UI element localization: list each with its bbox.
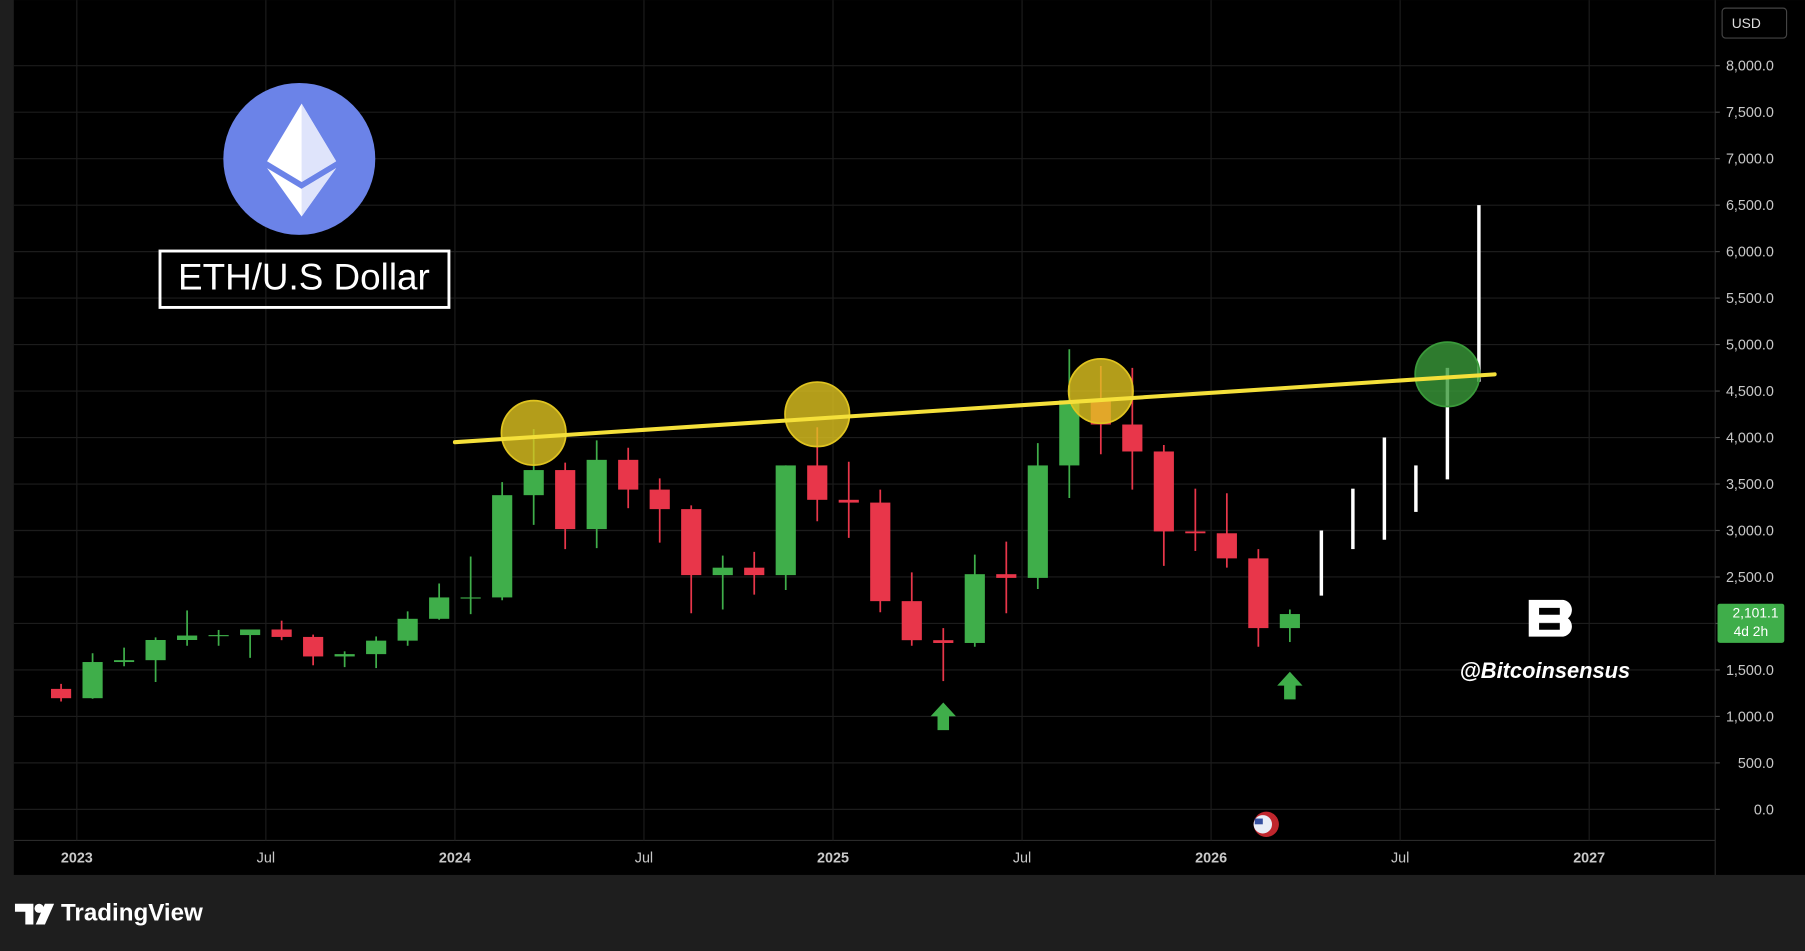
eth-logo (223, 82, 376, 235)
candle-body (1185, 531, 1206, 534)
candle-body (492, 495, 513, 598)
candle-body (82, 662, 103, 699)
countdown: 4d 2h (1734, 623, 1769, 639)
y-tick-label: 8,000.0 (1726, 59, 1774, 75)
candle-body (1059, 400, 1080, 466)
last-price-label: 2,101.1 (1732, 605, 1778, 621)
y-tick-label: 0.0 (1754, 802, 1774, 818)
brand-logo (1528, 599, 1572, 637)
y-tick-label: 1,000.0 (1726, 709, 1774, 725)
y-tick-label: 3,500.0 (1726, 477, 1774, 493)
candle-body (303, 636, 324, 657)
currency-box[interactable] (1721, 7, 1788, 39)
event-flag[interactable] (1253, 811, 1279, 837)
candle-body (807, 465, 828, 500)
y-tick-label: 5,500.0 (1726, 291, 1774, 307)
candle-body (838, 499, 859, 503)
candle-body (996, 574, 1017, 578)
title-box (158, 249, 451, 309)
candle-body (1027, 465, 1048, 578)
trendline (452, 372, 1497, 445)
y-tick-label: 500.0 (1738, 756, 1774, 772)
candle-body (901, 601, 922, 641)
highlight-circle (784, 381, 851, 448)
highlight-circle (500, 399, 567, 466)
candle-body (523, 470, 544, 496)
y-tick-label: 2,500.0 (1726, 570, 1774, 586)
brand: TradingView (61, 899, 203, 926)
chart-title: ETH/U.S Dollar (178, 257, 430, 298)
candle-body (555, 470, 576, 530)
y-tick-label: 3,000.0 (1726, 523, 1774, 539)
candle-body (145, 639, 166, 661)
x-tick-label: Jul (635, 851, 653, 867)
x-tick-label: Jul (1013, 851, 1031, 867)
candle-body (681, 509, 702, 576)
candle-body (1279, 614, 1300, 629)
candle-body (50, 688, 72, 699)
candle-body (1153, 451, 1174, 532)
grid: 0.0500.01,000.01,500.02,000.02,500.03,00… (13, 0, 1774, 867)
candle-body (334, 654, 355, 657)
candle-body (775, 465, 796, 576)
up-arrow (1277, 671, 1303, 700)
y-tick-label: 7,000.0 (1726, 152, 1774, 168)
highlight-circle (1067, 357, 1134, 425)
candle-body (744, 567, 765, 576)
candle-body (870, 502, 891, 602)
candle-body (397, 618, 418, 641)
candle-body (712, 567, 733, 576)
y-tick-label: 1,500.0 (1726, 663, 1774, 679)
candle-body (964, 574, 985, 643)
candle-body (586, 459, 607, 530)
candle-body (114, 660, 135, 663)
y-tick-label: 5,000.0 (1726, 338, 1774, 354)
up-arrow (930, 702, 956, 731)
candle-body (208, 635, 229, 637)
x-tick-label: 2023 (61, 851, 93, 867)
y-tick-label: 6,500.0 (1726, 198, 1774, 214)
x-tick-label: Jul (257, 851, 275, 867)
candle-body (240, 629, 261, 636)
candle-body (933, 640, 954, 643)
candle-body (366, 640, 387, 655)
watermark: @Bitcoinsensus (1459, 658, 1630, 683)
candle-body (618, 459, 639, 490)
plot (50, 205, 1481, 702)
x-tick-label: 2026 (1195, 851, 1227, 867)
candle-body (649, 489, 670, 510)
candle-body (460, 597, 481, 599)
candle-body (1122, 424, 1143, 452)
y-tick-label: 6,000.0 (1726, 245, 1774, 261)
y-tick-label: 4,500.0 (1726, 384, 1774, 400)
candle-body (1216, 533, 1237, 559)
tradingview-logo (14, 903, 55, 925)
x-tick-label: 2024 (439, 851, 471, 867)
x-tick-label: Jul (1391, 851, 1409, 867)
candle-body (429, 597, 450, 619)
last-price-box (1717, 603, 1785, 643)
x-tick-label: 2025 (817, 851, 849, 867)
y-tick-label: 4,000.0 (1726, 430, 1774, 446)
overlay: 2,101.1 4d 2h (452, 341, 1785, 731)
candle-body (271, 629, 292, 637)
currency: USD (1732, 15, 1761, 31)
candle-body (177, 635, 198, 640)
y-tick-label: 7,500.0 (1726, 105, 1774, 121)
candle-body (1248, 558, 1269, 629)
x-tick-label: 2027 (1573, 851, 1605, 867)
